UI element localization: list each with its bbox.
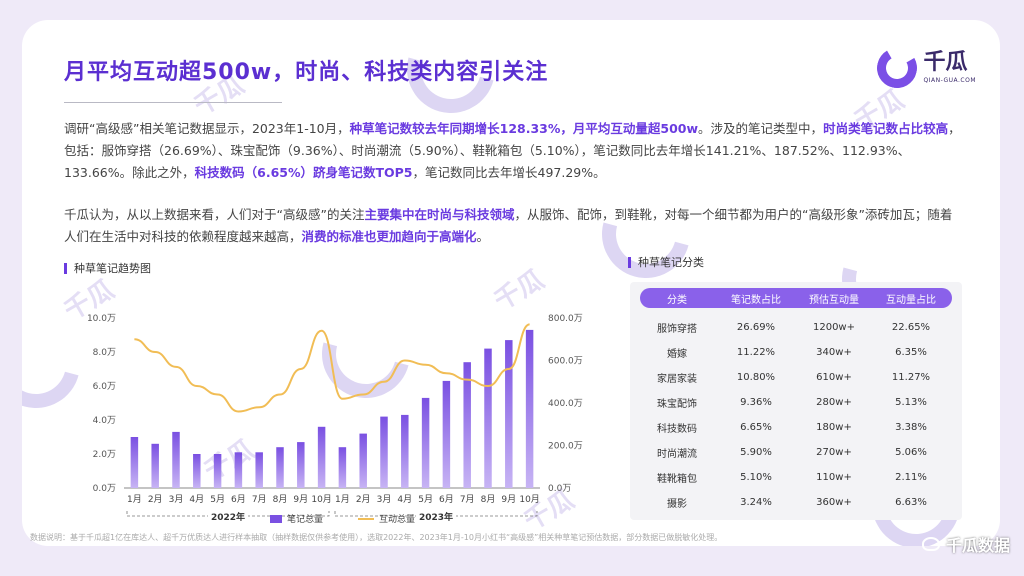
bar-notes-total: [213, 454, 222, 488]
x-tick-label: 9月: [501, 494, 516, 505]
logo-name: 千瓜: [923, 50, 968, 75]
qiangua-logo-icon: [872, 43, 922, 93]
y-right-tick-label: 600.0万: [548, 357, 583, 367]
bar-notes-total: [255, 452, 263, 488]
bar-notes-total: [234, 452, 243, 488]
table-header-cell: 互动量占比: [886, 294, 936, 306]
y-left-tick-label: 2.0万: [93, 450, 116, 460]
bar-notes-total: [338, 447, 347, 488]
x-tick-label: 7月: [252, 494, 267, 505]
y-left-tick-label: 6.0万: [93, 382, 116, 392]
weibo-icon: [921, 537, 940, 551]
line-interactions-total: [134, 323, 531, 413]
year-group-label-bg: [208, 510, 248, 522]
year-group-label-bg: [416, 510, 456, 522]
x-tick-label: 8月: [273, 494, 288, 505]
table-header-cell: 分类: [667, 294, 687, 306]
table-row: 服饰穿搭 26.69% 1200w+ 22.65%: [657, 322, 931, 335]
x-tick-label: 7月: [460, 494, 475, 505]
x-tick-label: 5月: [210, 494, 225, 505]
x-tick-label: 4月: [397, 494, 412, 505]
table-row: 家居家装 10.80% 610w+ 11.27%: [657, 372, 931, 385]
bar-notes-total: [130, 437, 139, 488]
bar-notes-total: [421, 397, 430, 488]
y-left-tick-label: 8.0万: [93, 348, 116, 358]
x-tick-label: 10月: [519, 494, 539, 505]
bar-notes-total: [380, 416, 388, 488]
table-row: 鞋靴箱包 5.10% 110w+ 2.11%: [657, 472, 927, 485]
x-tick-label: 1月: [127, 494, 142, 505]
x-tick-label: 5月: [418, 494, 433, 505]
bar-notes-total: [505, 340, 513, 488]
legend-label: 互动总量: [379, 513, 415, 525]
title-divider: [64, 102, 282, 103]
bar-notes-total: [151, 443, 159, 488]
y-right-tick-label: 400.0万: [548, 399, 583, 409]
y-left-tick-label: 0.0万: [93, 484, 116, 494]
x-tick-label: 2月: [356, 494, 371, 505]
y-right-tick-label: 200.0万: [548, 442, 583, 452]
chart-section-label: 种草笔记趋势图: [64, 260, 151, 276]
table-row: 科技数码 6.65% 180w+ 3.38%: [657, 422, 927, 435]
table-header-row: 分类 笔记数占比 预估互动量 互动量占比: [640, 288, 952, 308]
table-row: 摄影 3.24% 360w+ 6.63%: [667, 497, 927, 510]
x-tick-label: 4月: [189, 494, 204, 505]
x-tick-label: 6月: [231, 494, 246, 505]
page-title: 月平均互动超500w，时尚、科技类内容引关注: [64, 60, 549, 85]
table-row: 珠宝配饰 9.36% 280w+ 5.13%: [657, 397, 927, 410]
bar-notes-total: [193, 454, 201, 488]
bar-notes-total: [172, 431, 180, 488]
x-tick-label: 6月: [439, 494, 454, 505]
x-tick-label: 9月: [293, 494, 308, 505]
y-right-tick-label: 0.0万: [548, 484, 571, 494]
year-group-label: 2023年: [419, 511, 453, 523]
table-row: 婚嫁 11.22% 340w+ 6.35%: [667, 347, 927, 360]
y-left-tick-label: 10.0万: [87, 314, 116, 324]
watermark-logo-text: 千瓜: [489, 264, 550, 317]
bar-notes-total: [442, 380, 451, 488]
legend-label: 笔记总量: [287, 513, 323, 525]
bar-notes-total: [317, 426, 326, 488]
table-header-cell: 笔记数占比: [731, 294, 781, 306]
bar-notes-total: [525, 329, 534, 488]
bar-notes-total: [276, 447, 284, 488]
x-tick-label: 3月: [169, 494, 184, 505]
legend-bar-swatch: [270, 515, 282, 523]
bar-notes-total: [401, 414, 409, 488]
report-card: 千瓜 千瓜 千瓜 千瓜 千瓜 千瓜 千瓜 月平均互动超500w，时尚、科技类内容…: [22, 20, 1000, 546]
y-right-tick-label: 800.0万: [548, 314, 583, 324]
bar-notes-total: [463, 362, 471, 488]
bar-notes-total: [297, 442, 305, 488]
insight-paragraph: 千瓜认为，从以上数据来看，人们对于“高级感”的关注主要集中在时尚与科技领域，从服…: [64, 207, 953, 244]
brand-signature: 千瓜数据: [921, 532, 1010, 556]
brand-logo: 千瓜 QIAN-GUA.COM: [872, 43, 976, 93]
x-tick-label: 1月: [335, 494, 350, 505]
category-table: 分类 笔记数占比 预估互动量 互动量占比 服饰穿搭 26.69% 1200w+ 22.…: [630, 282, 962, 520]
table-header-cell: 预估互动量: [809, 294, 859, 306]
y-left-tick-label: 4.0万: [93, 416, 116, 426]
data-footnote: 数据说明：基于千瓜超1亿在库达人、超千万优质达人进行样本抽取（抽样数据仅供参考使…: [30, 533, 723, 542]
bar-notes-total: [359, 433, 367, 488]
table-section-label: 种草笔记分类: [628, 254, 704, 270]
bar-notes-total: [484, 348, 492, 488]
brand-name: 千瓜数据: [945, 536, 1010, 555]
x-tick-label: 10月: [311, 494, 331, 505]
x-tick-label: 8月: [481, 494, 496, 505]
logo-url: QIAN-GUA.COM: [923, 77, 976, 84]
intro-paragraph: 调研“高级感”相关笔记数据显示，2023年1-10月，种草笔记数较去年同期增长1…: [64, 121, 961, 180]
table-row: 时尚潮流 5.90% 270w+ 5.06%: [657, 447, 927, 460]
trend-chart: 0.0万 2.0万 4.0万 6.0万 8.0万 10.0万 0.0万 200.0万 400.0…: [87, 314, 583, 525]
x-tick-label: 3月: [377, 494, 392, 505]
x-tick-label: 2月: [148, 494, 163, 505]
year-group-label: 2022年: [211, 511, 245, 523]
